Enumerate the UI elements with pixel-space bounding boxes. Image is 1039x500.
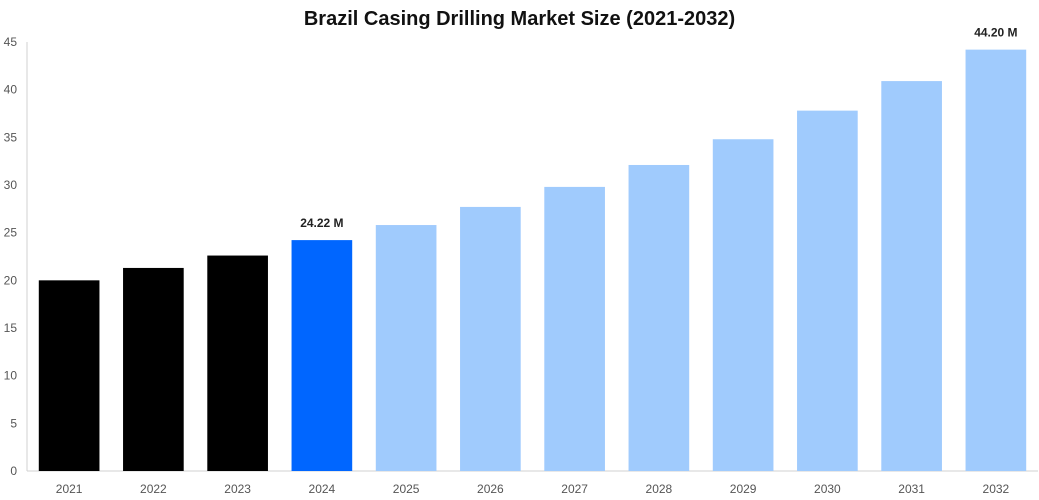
x-tick-label: 2026 xyxy=(477,482,504,496)
chart-title: Brazil Casing Drilling Market Size (2021… xyxy=(303,8,736,30)
bar-2022 xyxy=(123,267,184,471)
bars-group xyxy=(38,49,1027,472)
x-tick-label: 2024 xyxy=(309,482,336,496)
bar-2026 xyxy=(460,206,521,471)
data-label-2032: 44.20 M xyxy=(974,26,1017,40)
bar-2032 xyxy=(965,49,1027,471)
bar-2029 xyxy=(712,139,774,472)
bar-2030 xyxy=(797,110,858,471)
y-tick-label: 20 xyxy=(4,273,18,287)
x-tick-label: 2031 xyxy=(898,482,925,496)
data-labels-group: 24.22 M 44.20 M xyxy=(300,26,1017,230)
y-tick-label: 40 xyxy=(4,83,18,97)
bar-2024 xyxy=(291,240,353,471)
x-tick-label: 2028 xyxy=(646,482,673,496)
x-axis-ticks: 2021 2022 2023 2024 2025 2026 2027 2028 2029 2030… xyxy=(56,482,1010,496)
y-tick-label: 5 xyxy=(10,416,17,430)
bar-2023 xyxy=(207,255,268,471)
x-tick-label: 2025 xyxy=(393,482,420,496)
bar-2025 xyxy=(375,225,437,471)
y-tick-label: 15 xyxy=(4,321,18,335)
bar-2028 xyxy=(628,164,690,472)
bar-2027 xyxy=(544,186,605,471)
bar-2031 xyxy=(881,81,942,471)
x-tick-label: 2029 xyxy=(730,482,757,496)
y-tick-label: 30 xyxy=(4,178,18,192)
y-tick-label: 35 xyxy=(4,130,18,144)
x-tick-label: 2027 xyxy=(561,482,588,496)
x-tick-label: 2032 xyxy=(983,482,1010,496)
y-axis-ticks: 0 5 10 15 20 25 30 35 40 45 xyxy=(4,35,18,478)
y-tick-label: 0 xyxy=(10,464,17,478)
data-label-2024: 24.22 M xyxy=(300,216,343,230)
bar-2021 xyxy=(38,280,100,471)
y-tick-label: 25 xyxy=(4,226,18,240)
y-tick-label: 10 xyxy=(4,369,18,383)
x-tick-label: 2021 xyxy=(56,482,83,496)
y-tick-label: 45 xyxy=(4,35,18,49)
x-tick-label: 2023 xyxy=(224,482,251,496)
x-tick-label: 2022 xyxy=(140,482,167,496)
x-tick-label: 2030 xyxy=(814,482,841,496)
